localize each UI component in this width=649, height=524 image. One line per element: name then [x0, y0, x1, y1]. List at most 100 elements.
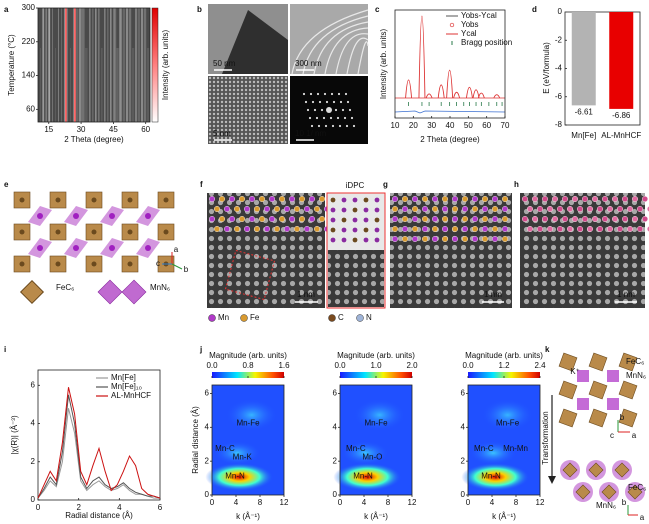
atom: [352, 207, 358, 213]
axis-label: b: [184, 265, 189, 274]
stem-image: [520, 193, 645, 308]
atom-overlay: [622, 215, 629, 222]
colorbar-tick-label: 1.6: [278, 361, 290, 370]
atom-overlay: [294, 225, 301, 232]
atom-overlay: [412, 195, 419, 202]
atom-overlay: [542, 195, 549, 202]
frame: [211, 384, 285, 496]
heatmap-streak: [77, 8, 79, 122]
peak-annotation: Mn-Mn: [503, 444, 528, 453]
atom-overlay: [502, 195, 509, 202]
heatmap-streak: [45, 8, 48, 122]
legend-label: Ycal: [461, 29, 477, 38]
atom-overlay: [482, 205, 489, 212]
atom: [37, 213, 43, 219]
legend-swatch: [208, 314, 216, 322]
atom-overlay: [228, 215, 235, 222]
atom-overlay: [482, 225, 489, 232]
atom-overlay: [238, 195, 245, 202]
y-tick-label: 0: [558, 7, 563, 16]
atom-overlay: [607, 205, 614, 212]
atom-overlay: [243, 205, 250, 212]
peak: [493, 94, 501, 99]
legend-swatch: [356, 314, 364, 322]
atom-overlay: [432, 235, 439, 242]
legend-label: AL-MnHCF: [111, 391, 151, 400]
fft-spot: [331, 124, 335, 128]
map-feature: [225, 399, 278, 431]
panel-letter: b: [197, 5, 202, 14]
heatmap-streak: [129, 8, 132, 122]
atom: [55, 229, 61, 235]
atom-overlay: [309, 195, 316, 202]
x-tick-label: 20: [409, 121, 418, 130]
atom-overlay: [442, 225, 449, 232]
peak: [418, 15, 426, 99]
atom: [55, 197, 61, 203]
series-line: [37, 408, 160, 499]
atom-overlay: [432, 215, 439, 222]
peak: [425, 93, 433, 99]
atom-overlay: [432, 225, 439, 232]
atom-overlay: [597, 205, 604, 212]
atom-overlay: [422, 215, 429, 222]
region-box: [224, 249, 276, 301]
fe-octahedron: [588, 380, 608, 400]
atom-overlay: [422, 235, 429, 242]
x-tick-label: 50: [464, 121, 473, 130]
atom-overlay: [442, 235, 449, 242]
sheet-edge: [313, 21, 369, 75]
x-tick-label: AL-MnHCF: [601, 131, 641, 140]
atom-overlay: [432, 205, 439, 212]
atom-overlay: [284, 225, 291, 232]
x-tick-label: 0: [466, 498, 471, 507]
atom: [374, 237, 380, 243]
map-feature: [341, 441, 390, 465]
panel-letter: e: [4, 180, 9, 189]
frame: [467, 384, 541, 496]
atom-overlay: [264, 205, 271, 212]
y-tick-label: 0: [205, 490, 210, 499]
y-tick-label: 4: [205, 422, 210, 431]
x-tick-label: 12: [408, 498, 417, 507]
peak-annotation: Mn-N: [353, 471, 373, 480]
atom-overlay: [492, 205, 499, 212]
y-tick-label: -4: [555, 64, 563, 73]
panel-letter: c: [375, 5, 380, 14]
mn-icon: [97, 279, 147, 305]
colorbar: [340, 372, 412, 378]
x-tick-label: 60: [482, 121, 491, 130]
heatmap-streak: [42, 8, 45, 122]
colorbar-tick-label: 0.8: [242, 361, 254, 370]
x-tick-label: 4: [490, 498, 495, 507]
atom-overlay: [547, 205, 554, 212]
atom: [352, 227, 358, 233]
structure-label: FeC₆: [628, 483, 646, 492]
atom: [352, 217, 358, 223]
atom-overlay: [392, 235, 399, 242]
x-tick-label: 30: [427, 121, 436, 130]
axis-label: c: [610, 431, 614, 440]
atom-overlay: [452, 205, 459, 212]
heatmap-streak: [55, 48, 56, 122]
atom-overlay: [269, 215, 276, 222]
heatmap-streak: [138, 8, 141, 122]
heatmap-streak: [73, 8, 74, 122]
peak-annotation: Mn-C: [474, 444, 494, 453]
legend-swatch: [240, 314, 248, 322]
fft-spot: [306, 108, 310, 112]
colorbar: [151, 7, 159, 123]
difference-curve: [394, 110, 506, 114]
atom: [374, 217, 380, 223]
atom-overlay: [422, 225, 429, 232]
atom-overlay: [547, 225, 554, 232]
atom: [163, 229, 169, 235]
x-tick-label: 12: [280, 498, 289, 507]
atom: [37, 245, 43, 251]
axis-arrow: [171, 263, 183, 270]
atom-overlay: [462, 195, 469, 202]
fe-octahedron: [618, 352, 638, 372]
colorbar-tick-label: 2.0: [406, 361, 418, 370]
atom: [341, 197, 347, 203]
heatmap-streak: [117, 48, 120, 122]
